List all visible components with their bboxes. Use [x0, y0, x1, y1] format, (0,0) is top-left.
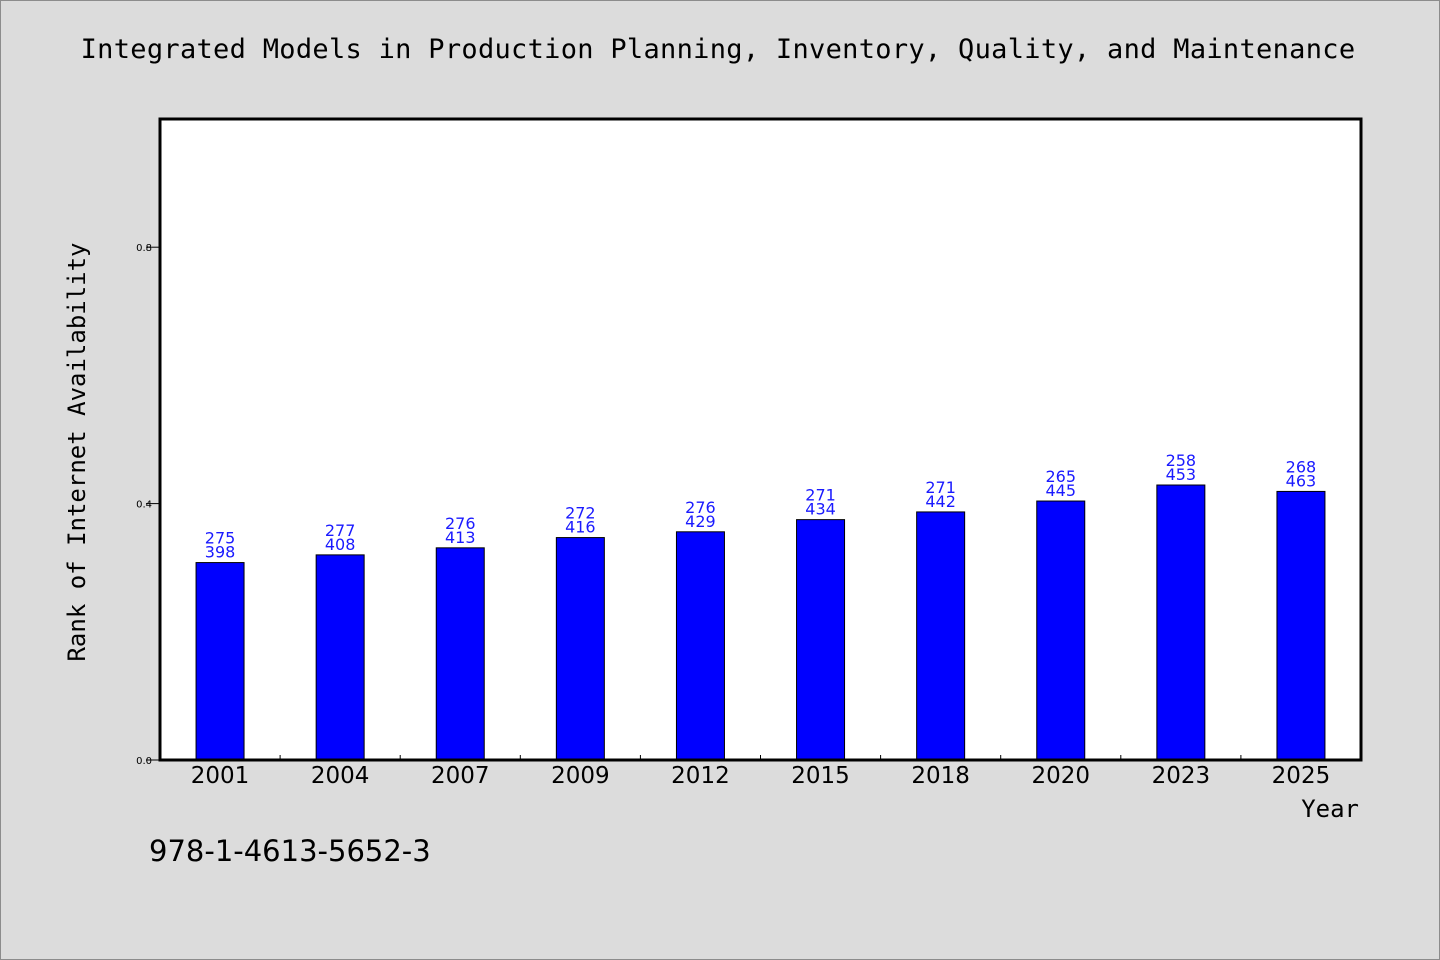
x-axis: 2001 2004 2007 2009 2012 2015 2018 2020 2023 2025	[191, 755, 1330, 789]
y-tick-label-0.8: 0.8	[136, 243, 152, 254]
bar-2009	[555, 537, 605, 761]
x-axis-label: Year	[1301, 795, 1359, 823]
x-tick-label-2025: 2025	[1272, 763, 1331, 789]
y-tick-label-0.4: 0.4	[136, 500, 152, 511]
x-tick-label-2018: 2018	[911, 763, 970, 789]
data-label-top-2023: 258	[1166, 451, 1197, 470]
y-axis: 0.0 0.4 0.8	[136, 243, 159, 767]
bar-2018	[916, 511, 966, 761]
bar-2001	[195, 562, 245, 761]
data-label-bottom-2001: 398	[205, 543, 236, 562]
data-label-bottom-2009: 416	[565, 518, 596, 537]
x-tick-label-2004: 2004	[311, 763, 370, 789]
data-label-top-2025: 268	[1286, 457, 1317, 476]
y-tick-label-0.0: 0.0	[136, 756, 152, 767]
data-label-bottom-2007: 413	[445, 528, 476, 547]
data-label-top-2018: 271	[925, 478, 956, 497]
data-label-top-2004: 277	[325, 521, 356, 540]
data-label-top-2007: 276	[445, 514, 476, 533]
data-label-top-2020: 265	[1045, 467, 1076, 486]
bars-group	[195, 484, 1326, 761]
data-label-bottom-2025: 463	[1286, 471, 1317, 490]
bar-2015	[796, 519, 846, 761]
x-tick-label-2015: 2015	[791, 763, 850, 789]
data-label-bottom-2004: 408	[325, 535, 356, 554]
data-label-bottom-2018: 442	[925, 492, 956, 511]
data-label-bottom-2012: 429	[685, 512, 716, 531]
x-tick-label-2012: 2012	[671, 763, 730, 789]
data-label-top-2015: 271	[805, 486, 836, 505]
data-label-top-2012: 276	[685, 498, 716, 517]
bar-2004	[315, 554, 365, 761]
bar-2012	[675, 531, 725, 761]
x-tick-label-2023: 2023	[1152, 763, 1211, 789]
bar-2025	[1276, 490, 1326, 761]
bar-2007	[435, 547, 485, 761]
y-axis-label: Rank of Internet Availability	[63, 242, 91, 661]
data-label-bottom-2023: 453	[1166, 465, 1197, 484]
data-label-top-2009: 272	[565, 504, 596, 523]
data-labels-group: 2753982774082764132724162764292714342714…	[205, 451, 1316, 562]
x-tick-label-2007: 2007	[431, 763, 490, 789]
bar-2020	[1036, 500, 1086, 761]
chart-title: Integrated Models in Production Planning…	[80, 34, 1356, 65]
data-label-bottom-2020: 445	[1045, 481, 1076, 500]
data-label-top-2001: 275	[205, 529, 236, 548]
x-tick-label-2009: 2009	[551, 763, 610, 789]
x-tick-label-2001: 2001	[191, 763, 250, 789]
data-label-bottom-2015: 434	[805, 500, 836, 519]
bar-2023	[1156, 484, 1206, 761]
plot-border	[158, 117, 1363, 762]
isbn-label: 978-1-4613-5652-3	[149, 834, 431, 868]
x-tick-label-2020: 2020	[1031, 763, 1090, 789]
